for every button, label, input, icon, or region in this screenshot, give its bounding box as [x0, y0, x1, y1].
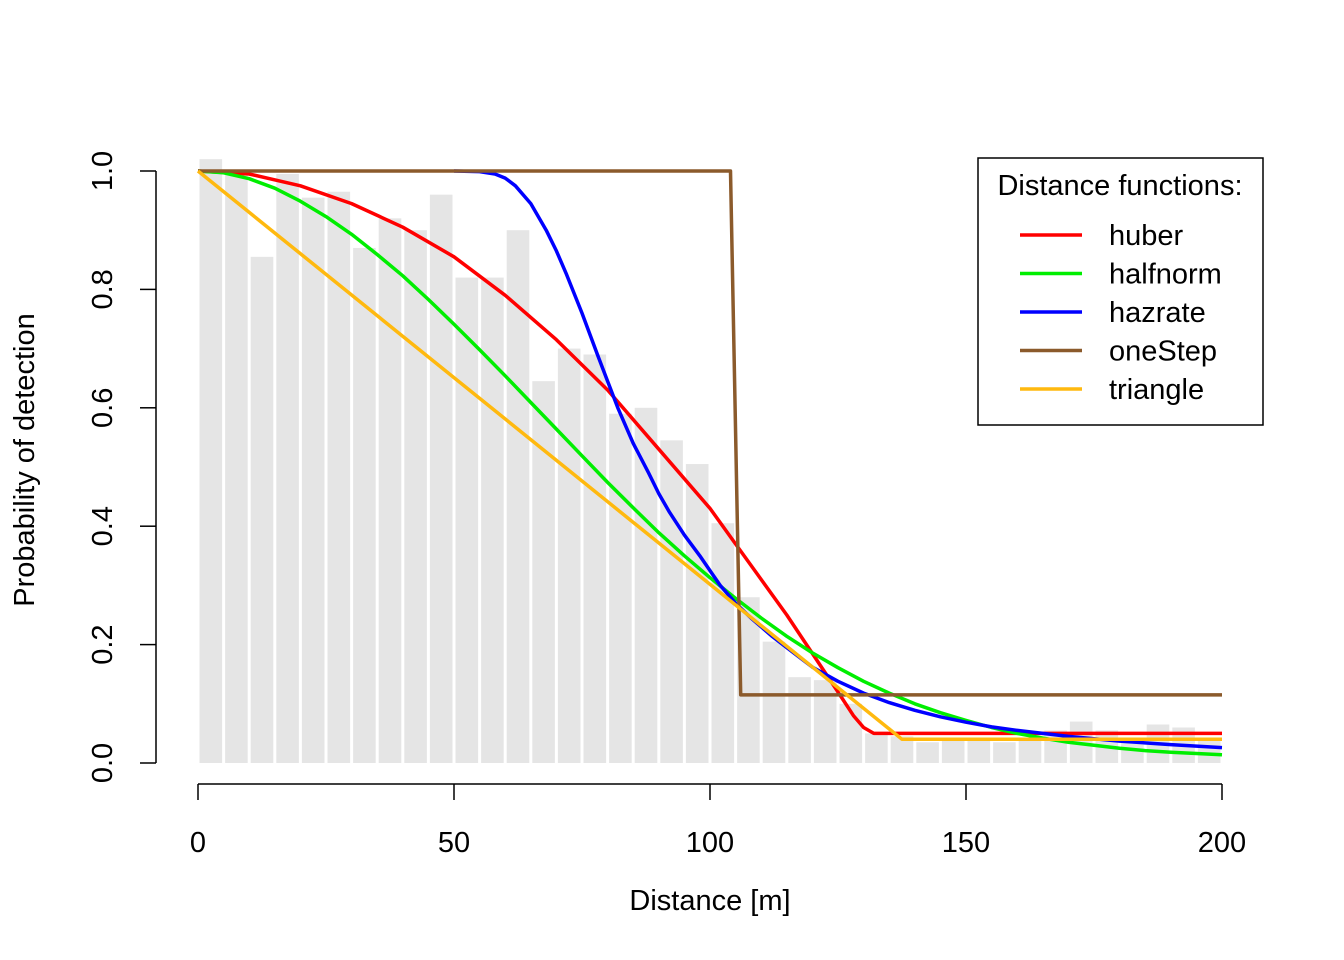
legend-label-halfnorm: halfnorm	[1109, 259, 1222, 291]
histogram-bar	[404, 230, 427, 763]
x-tick-label: 100	[686, 827, 734, 859]
histogram-bar	[993, 742, 1016, 763]
histogram-bar	[353, 247, 376, 763]
histogram-bar	[762, 641, 786, 763]
series-line-triangle	[196, 169, 1222, 742]
series-line-oneStep	[198, 169, 1222, 697]
histogram-bar	[1018, 739, 1042, 763]
histogram-bar	[378, 218, 402, 764]
x-tick-label: 50	[438, 827, 470, 859]
histogram-bar	[199, 159, 223, 763]
histogram-bar	[890, 736, 914, 763]
y-tick-label: 0.4	[87, 506, 119, 546]
histogram-bar	[327, 191, 351, 764]
histogram-bar	[685, 464, 709, 763]
histogram-bar	[865, 733, 888, 763]
histogram-bars	[199, 159, 1221, 764]
series-line-hazrate	[453, 169, 1223, 750]
histogram-bar	[1197, 739, 1221, 763]
histogram-bar	[711, 523, 735, 763]
histogram-bar	[301, 197, 325, 763]
histogram-bar	[225, 171, 248, 763]
x-tick-label: 0	[190, 827, 206, 859]
y-tick-label: 0.6	[87, 388, 119, 428]
series-lines	[196, 169, 1223, 757]
y-tick-label: 1.0	[87, 151, 119, 191]
histogram-bar	[967, 739, 991, 763]
legend-label-huber: huber	[1109, 220, 1184, 252]
legend-label-triangle: triangle	[1109, 374, 1204, 406]
histogram-bar	[916, 742, 939, 763]
histogram-bar	[532, 381, 555, 763]
y-axis: 0.0 0.2 0.4 0.6 0.8 1.0	[87, 151, 157, 783]
y-tick-label: 0.2	[87, 624, 119, 664]
histogram-bar	[250, 256, 274, 763]
x-tick-label: 150	[942, 827, 990, 859]
y-tick-label: 0.0	[87, 743, 119, 783]
legend: Distance functions: huber halfnorm hazrate…	[977, 157, 1264, 426]
legend-label-hazrate: hazrate	[1109, 297, 1206, 329]
histogram-bar	[660, 440, 683, 763]
histogram-bar	[813, 680, 837, 763]
x-axis: 0 50 100 150 200	[190, 783, 1246, 859]
histogram-bar	[583, 354, 607, 763]
histogram-bar	[429, 194, 453, 763]
x-tick-label: 200	[1198, 827, 1246, 859]
legend-title: Distance functions:	[997, 170, 1242, 202]
histogram-bar	[634, 407, 658, 763]
histogram-bar	[941, 739, 965, 763]
x-axis-title: Distance [m]	[629, 885, 790, 917]
histogram-bar	[455, 277, 479, 763]
y-tick-label: 0.8	[87, 269, 119, 309]
histogram-bar	[557, 348, 581, 763]
histogram-bar	[788, 677, 811, 763]
histogram-bar	[276, 173, 299, 763]
histogram-bar	[481, 277, 504, 763]
histogram-bar	[506, 230, 530, 763]
legend-label-oneStep: oneStep	[1109, 336, 1217, 368]
legend-box	[977, 157, 1264, 426]
y-axis-title: Probability of detection	[9, 313, 41, 606]
histogram-bar	[737, 597, 760, 763]
series-line-huber	[197, 169, 1222, 736]
histogram-bar	[609, 413, 632, 763]
histogram-bar	[1121, 739, 1144, 763]
